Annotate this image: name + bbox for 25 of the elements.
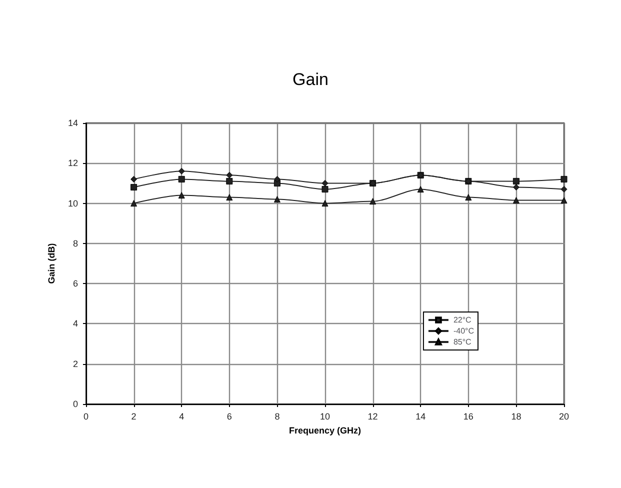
- x-tick-label: 18: [511, 412, 522, 422]
- y-tick-label: 8: [72, 238, 78, 248]
- y-tick-label: 14: [68, 118, 78, 128]
- legend-label: 22°C: [453, 316, 472, 324]
- y-tick-label: 4: [72, 318, 78, 329]
- x-axis-title: Frequency (GHz): [288, 426, 362, 436]
- x-tick-label: 0: [83, 412, 89, 422]
- y-tick-label: 6: [72, 278, 78, 289]
- x-tick-label: 4: [179, 412, 184, 422]
- x-tick-label: 14: [416, 412, 426, 422]
- x-tick-label: 8: [274, 412, 280, 422]
- y-tick-label: 12: [68, 158, 78, 168]
- x-tick-label: 12: [368, 412, 378, 422]
- x-tick-label: 10: [320, 412, 330, 422]
- y-tick-label: 10: [68, 198, 78, 208]
- x-tick-label: 20: [558, 412, 570, 422]
- legend-label: -40°C: [453, 326, 474, 336]
- y-tick-label: 0: [72, 399, 78, 409]
- chart-title: Gain: [292, 70, 328, 89]
- legend-label: 85°C: [453, 338, 472, 346]
- x-tick-label: 6: [226, 412, 232, 422]
- x-tick-label: 16: [463, 412, 474, 422]
- x-tick-label: 2: [131, 412, 136, 422]
- y-axis-title: Gain (dB): [46, 243, 56, 284]
- y-tick-label: 2: [72, 358, 78, 369]
